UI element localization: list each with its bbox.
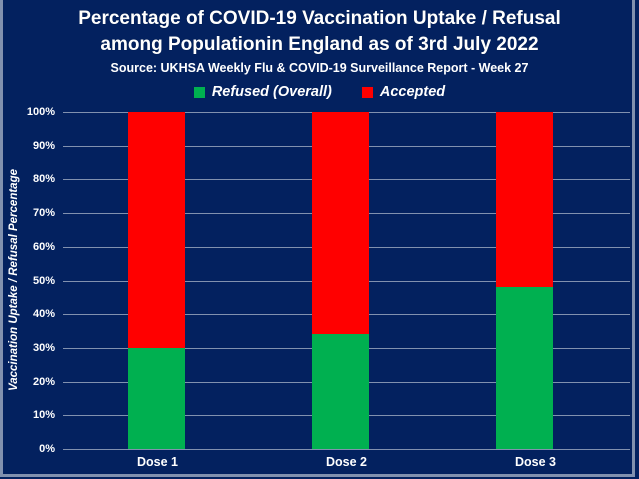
chart-legend: Refused (Overall) Accepted [0,84,639,100]
chart-source-line: Source: UKHSA Weekly Flu & COVID-19 Surv… [110,61,529,75]
y-tick-label-10: 10% [32,409,55,422]
y-tick-label-40: 40% [32,308,55,321]
y-axis-title: Vaccination Uptake / Refusal Percentage [8,169,20,391]
chart-title-line-2: among Populationin England as of 3rd Jul… [100,34,539,55]
bar-dose-1-accepted [128,112,185,348]
gridline-0 [63,449,630,450]
legend-item-accepted: Accepted [361,84,446,100]
y-tick-label-60: 60% [32,240,55,253]
accepted-swatch-icon [361,86,373,98]
x-category-label-2: Dose 2 [326,455,367,469]
y-tick-label-70: 70% [32,207,55,220]
y-tick-label-50: 50% [32,274,55,287]
y-tick-label-0: 0% [39,443,55,455]
y-tick-label-90: 90% [32,139,55,152]
bar-dose-2-accepted [312,112,369,335]
x-category-label-3: Dose 3 [515,455,556,469]
legend-item-refused: Refused (Overall) [193,84,332,100]
bar-dose-1-refused [128,347,185,449]
legend-label-accepted: Accepted [379,84,446,100]
y-tick-label-100: 100% [26,106,55,118]
bar-dose-3-refused [496,287,553,449]
bar-dose-3-accepted [496,112,553,288]
y-tick-label-80: 80% [32,173,55,186]
y-tick-label-20: 20% [32,375,55,388]
chart-title-line-1: Percentage of COVID-19 Vaccination Uptak… [78,8,561,29]
legend-label-refused: Refused (Overall) [211,84,332,100]
chart-header: Percentage of COVID-19 Vaccination Uptak… [0,6,639,75]
refused-swatch-icon [193,86,205,98]
bar-dose-2-refused [312,334,369,449]
y-tick-label-30: 30% [32,341,55,354]
x-category-label-1: Dose 1 [137,455,178,469]
